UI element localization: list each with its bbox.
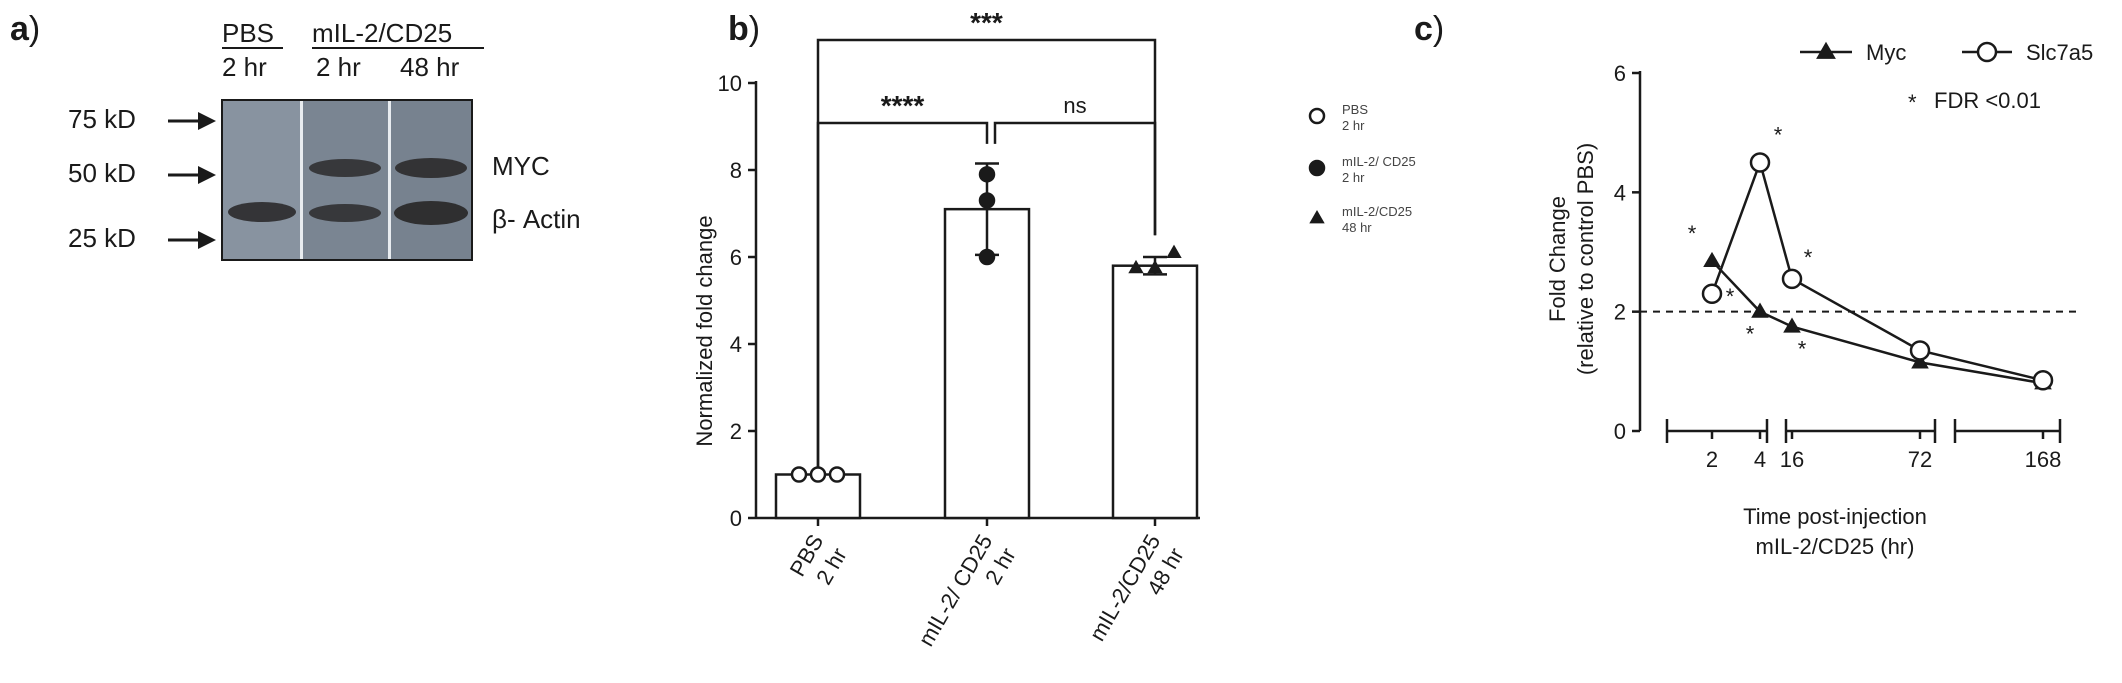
chart-b-legend-marker <box>1308 107 1326 125</box>
chart-c-point-slc7a5 <box>1781 268 1803 290</box>
band-label-actin: β- Actin <box>492 204 581 234</box>
chart-b-xtick-label: PBS2 hr <box>785 530 852 594</box>
band-label-myc: MYC <box>492 151 550 181</box>
chart-b-ytick-label: 6 <box>730 245 742 270</box>
chart-c-legend-label-slc7a5: Slc7a5 <box>2026 40 2093 65</box>
panel-a: a) PBS mIL-2/CD25 2 hr 2 hr 48 hr 75 kD … <box>10 10 581 261</box>
chart-c-ytick-label: 0 <box>1614 419 1626 444</box>
chart-c-xtick-label: 2 <box>1706 447 1718 472</box>
chart-c-legend-marker-myc <box>1816 41 1836 59</box>
mw-marker-75: 75 kD <box>68 104 136 134</box>
mw-arrow-25 <box>168 231 216 249</box>
chart-c-significance-star: * <box>1804 245 1813 270</box>
chart-c-ytick-label: 6 <box>1614 61 1626 86</box>
chart-b-xtick-label: mIL-2/ CD252 hr <box>913 530 1020 664</box>
chart-b-ytick-label: 2 <box>730 419 742 444</box>
panel-c: c) Fold Change (relative to control PBS)… <box>1414 10 2093 559</box>
chart-b-legend-label: 2 hr <box>1342 170 1365 185</box>
chart-c-point-slc7a5 <box>2032 370 2054 391</box>
chart-c-significance-star: * <box>1798 337 1807 362</box>
chart-b-point <box>828 466 846 483</box>
chart-b-legend-label: 48 hr <box>1342 220 1372 235</box>
chart-b-ytick-label: 10 <box>718 71 742 96</box>
chart-c-significance-star: * <box>1774 123 1783 148</box>
chart-c-significance-star: * <box>1726 284 1735 309</box>
chart-c-legend: Myc Slc7a5 * FDR <0.01 <box>1800 40 2093 115</box>
chart-b: 0 2 4 6 8 10 PBS2 hr mIL-2/ CD252 hr mIL-2/CD254… <box>718 7 1200 664</box>
chart-c-ylabel-line2: (relative to control PBS) <box>1573 143 1598 375</box>
chart-b-legend-marker <box>1308 159 1326 177</box>
panel-a-letter: a) <box>10 10 40 48</box>
chart-c-xtick-label: 72 <box>1908 447 1932 472</box>
western-blot-image <box>221 99 473 261</box>
mw-marker-50: 50 kD <box>68 158 136 188</box>
chart-b-point <box>790 466 808 483</box>
chart-c-point-slc7a5 <box>1749 152 1771 173</box>
blot-lane-time-3: 48 hr <box>400 52 460 82</box>
chart-b-bar <box>1111 264 1199 520</box>
blot-lane-time-1: 2 hr <box>222 52 267 82</box>
chart-b-point <box>978 248 996 266</box>
chart-c-xtick-label: 4 <box>1754 447 1766 472</box>
mw-arrow-75 <box>168 112 216 130</box>
chart-b-point <box>978 166 996 183</box>
chart-b-point <box>1147 259 1163 274</box>
mw-arrow-50 <box>168 166 216 184</box>
blot-header-il2: mIL-2/CD25 <box>312 18 452 48</box>
chart-c-annotation-star: * <box>1908 90 1917 115</box>
chart-b-ytick-label: 8 <box>730 158 742 183</box>
chart-c-point-slc7a5 <box>1701 283 1723 305</box>
chart-b-ytick-label: 4 <box>730 332 742 357</box>
chart-b-significance-bracket <box>816 38 1157 468</box>
chart-c-ytick-label: 2 <box>1614 300 1626 325</box>
chart-c-series-line-slc7a5 <box>1710 158 2044 382</box>
chart-b-xtick-label: mIL-2/CD2548 hr <box>1084 530 1188 659</box>
chart-c-xtick-label: 16 <box>1780 447 1804 472</box>
chart-c-xtick-label: 168 <box>2025 447 2062 472</box>
chart-b-significance-label: ns <box>1063 93 1086 118</box>
chart-b-legend-label: mIL-2/CD25 <box>1342 204 1412 219</box>
panel-c-letter: c) <box>1414 10 1444 48</box>
blot-lane-time-2: 2 hr <box>316 52 361 82</box>
chart-b-ylabel: Normalized fold change <box>692 215 717 446</box>
chart-b-significance-label: **** <box>881 90 925 121</box>
chart-c-legend-marker-slc7a5 <box>1976 41 1998 63</box>
chart-b-significance-label: *** <box>970 7 1003 38</box>
chart-c-xlabel-line1: Time post-injection <box>1743 504 1927 529</box>
chart-c-point-myc <box>1911 353 1929 369</box>
chart-b-legend-marker <box>1309 210 1325 224</box>
chart-b-legend-label: mIL-2/ CD25 <box>1342 154 1416 169</box>
chart-c-point-myc <box>1783 317 1801 333</box>
chart-b-legend-label: 2 hr <box>1342 118 1365 133</box>
chart-c-point-myc <box>1751 302 1769 318</box>
chart-b-point <box>1166 244 1182 258</box>
chart-b-point <box>978 192 996 209</box>
chart-c-point-slc7a5 <box>1909 340 1931 361</box>
chart-c-significance-star: * <box>1746 322 1755 347</box>
chart-c-point-myc <box>1703 251 1721 268</box>
chart-c-ylabel-line1: Fold Change <box>1545 196 1570 322</box>
chart-b-legend-label: PBS <box>1342 102 1368 117</box>
chart-c-ytick-label: 4 <box>1614 180 1626 205</box>
blot-header-pbs: PBS <box>222 18 274 48</box>
chart-b-point <box>1128 259 1144 274</box>
chart-b-ytick-label: 0 <box>730 506 742 531</box>
chart-c-annotation-text: FDR <0.01 <box>1934 88 2041 113</box>
panel-b-letter: b) <box>728 10 760 48</box>
chart-b-point <box>809 466 827 483</box>
mw-marker-25: 25 kD <box>68 223 136 253</box>
chart-c: 0 2 4 6 2 4 16 72 168 * * * * * * <box>1614 61 2080 472</box>
chart-c-significance-star: * <box>1688 221 1697 246</box>
chart-c-series-line-myc <box>1711 260 2044 385</box>
chart-c-legend-label-myc: Myc <box>1866 40 1906 65</box>
chart-c-xlabel-line2: mIL-2/CD25 (hr) <box>1756 534 1915 559</box>
